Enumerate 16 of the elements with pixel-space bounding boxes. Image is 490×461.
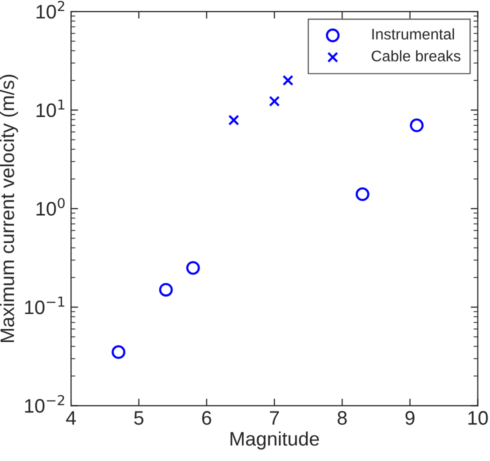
x-tick-label: 8 [338,411,347,425]
x-tick-label: 7 [270,411,279,425]
x-tick-label: 10 [468,411,488,425]
y-tick-label: 10$^{0}$ [36,198,65,216]
y-tick-label: 10$^{−1}$ [25,296,64,314]
legend-label: Cable breaks [372,50,460,62]
y-tick-label: 10$^{2}$ [36,0,64,19]
x-axis-title: Magnitude [230,431,319,450]
x-tick-label: 4 [66,411,76,425]
y-axis-title: Maximum current velocity (m/s) [0,74,18,342]
y-tick-label: 10$^{−2}$ [25,395,64,413]
x-tick-label: 9 [405,411,414,425]
legend-label: Instrumental [372,28,454,40]
x-tick-label: 5 [134,411,144,425]
y-tick-label: 10$^{1}$ [36,100,64,118]
x-tick-label: 6 [202,411,212,425]
